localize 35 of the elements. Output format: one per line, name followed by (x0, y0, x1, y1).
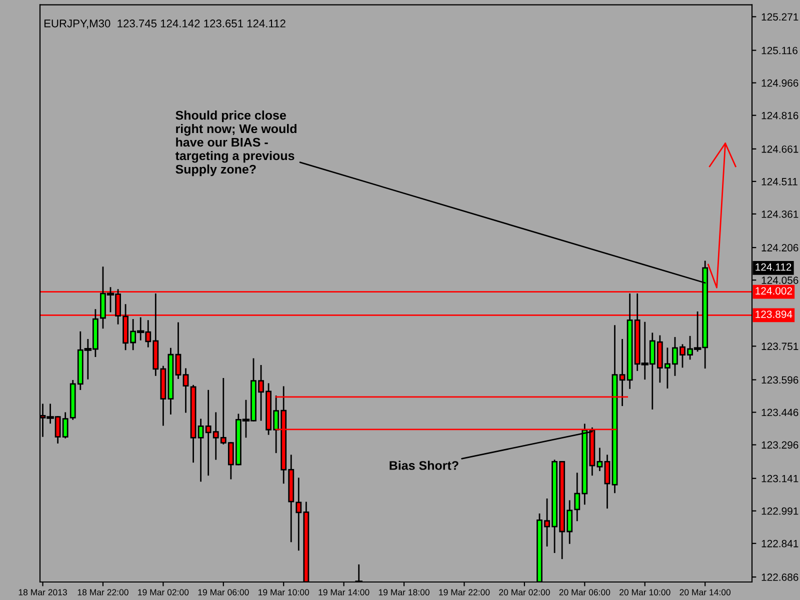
x-tick-label: 19 Mar 14:00 (318, 589, 370, 596)
y-tick-label: 124.206 (762, 244, 798, 252)
x-tick-label: 20 Mar 10:00 (620, 589, 670, 596)
x-tick-label: 20 Mar 14:00 (680, 589, 731, 596)
y-tick-label: 125.271 (762, 13, 798, 21)
x-tick-label: 19 Mar 06:00 (198, 589, 249, 596)
ref-line-label: 124.002 (756, 287, 792, 295)
y-tick-label: 122.991 (762, 507, 798, 515)
x-tick-label: 19 Mar 10:00 (258, 589, 310, 596)
x-tick-label: 18 Mar 22:00 (78, 589, 128, 596)
text: 124.112 (756, 263, 792, 271)
annotation: Bias Short? (390, 460, 458, 470)
annotation: Should price close right now; We would have our BIAS - targeting a previous Supply zone? (175, 110, 296, 176)
x-tick-label: 20 Mar 06:00 (559, 589, 610, 596)
y-tick-label: 122.841 (762, 540, 798, 548)
y-tick-label: 124.816 (762, 112, 798, 120)
y-tick-label: 123.446 (762, 408, 798, 416)
y-tick-label: 124.661 (762, 145, 798, 153)
y-tick-label: 123.596 (762, 376, 798, 384)
x-tick-label: 19 Mar 22:00 (439, 589, 490, 596)
ref-line-label: 123.894 (756, 310, 792, 318)
x-tick-label: 20 Mar 02:00 (499, 589, 550, 596)
y-tick-label: 124.361 (762, 210, 798, 218)
y-tick-label: 124.966 (762, 79, 798, 87)
x-tick-label: 19 Mar 02:00 (138, 589, 189, 596)
y-tick-label: 124.056 (762, 276, 798, 284)
y-tick-label: 124.511 (762, 178, 798, 186)
y-tick-label: 125.116 (762, 46, 798, 54)
y-tick-label: 122.686 (762, 574, 798, 581)
y-tick-label: 123.141 (762, 474, 798, 482)
y-tick-label: 123.296 (762, 441, 798, 449)
x-tick-label: 18 Mar 2013 (18, 589, 67, 596)
y-tick-label: 123.751 (762, 342, 798, 350)
text: EURJPY,M30 123.745 124.142 123.651 124.112 (44, 20, 286, 29)
x-tick-label: 19 Mar 18:00 (378, 589, 430, 596)
